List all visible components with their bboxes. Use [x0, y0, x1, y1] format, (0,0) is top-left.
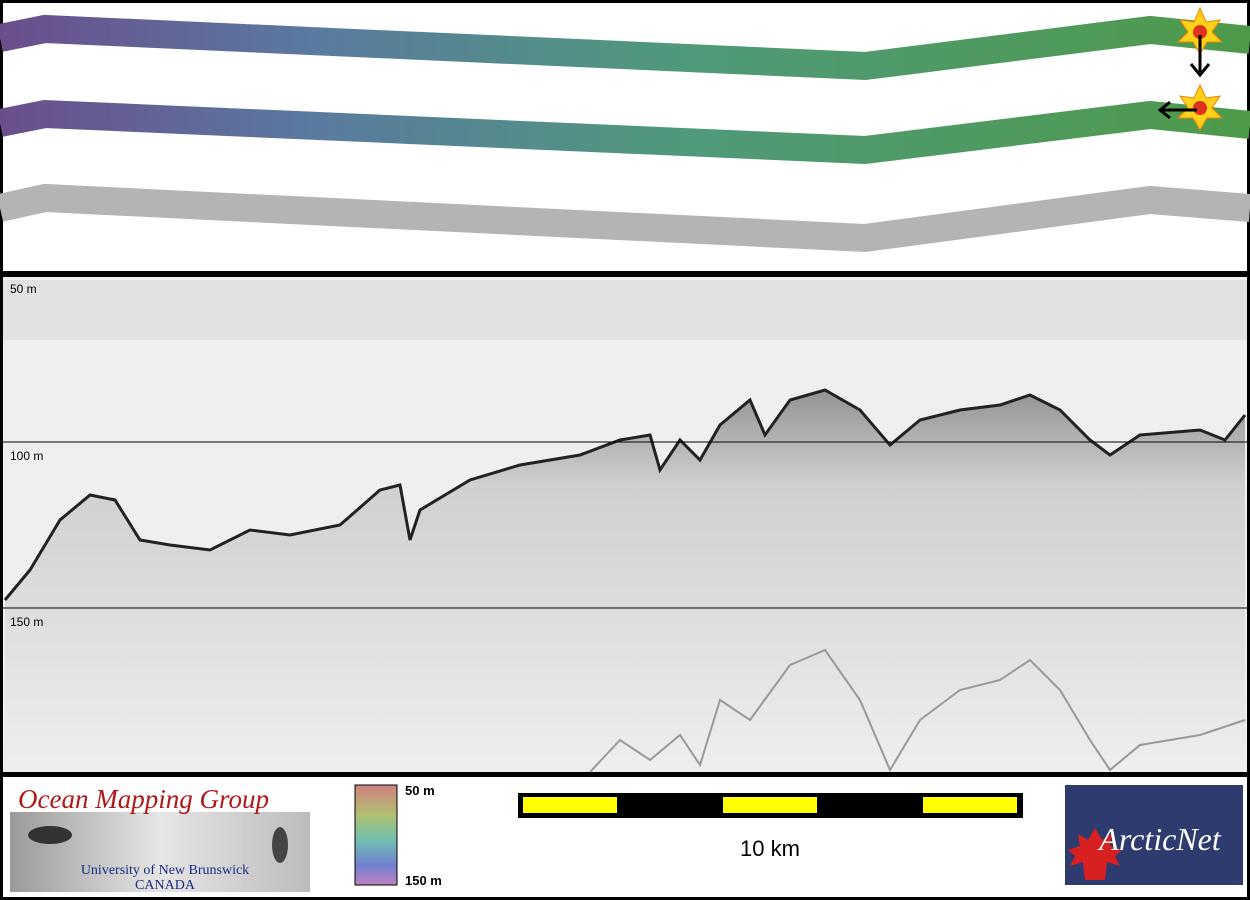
- colorbar-label: 150 m: [405, 873, 442, 888]
- scale-segment: [723, 797, 817, 813]
- depth-label: 50 m: [10, 282, 37, 296]
- echogram-noise: [3, 280, 1247, 340]
- depth-label: 150 m: [10, 615, 43, 629]
- colorbar-label: 50 m: [405, 783, 435, 798]
- scale-label: 10 km: [740, 836, 800, 861]
- logo-background: [10, 812, 310, 892]
- scale-segment: [923, 797, 1017, 813]
- seabed-return: [5, 390, 1245, 772]
- partner-logo: ArcticNet: [1097, 821, 1222, 857]
- direction-markers: [1157, 6, 1224, 131]
- scale-segment: [523, 797, 617, 813]
- seafloor-profile: [3, 388, 1247, 601]
- scale-bar: 10 km: [518, 793, 1023, 861]
- start-dot: [1193, 25, 1207, 39]
- sidescan-strip: [0, 183, 1250, 253]
- depth-label: 100 m: [10, 449, 43, 463]
- multiple-echo: [589, 648, 1246, 773]
- arrow-head: [1157, 100, 1171, 120]
- logo-fish: [28, 826, 72, 844]
- colorbar: [354, 784, 398, 886]
- omg-logo: Ocean Mapping Group University of New Br…: [10, 784, 310, 893]
- arcticnet-logo: ArcticNet: [1065, 785, 1243, 885]
- arrow-head: [1189, 63, 1211, 78]
- logo-subtitle: University of New Brunswick: [81, 863, 249, 878]
- logo-title: Ocean Mapping Group: [18, 784, 269, 814]
- logo-fish: [272, 827, 288, 863]
- end-dot: [1193, 101, 1207, 115]
- logo-country: CANADA: [135, 878, 196, 893]
- maple-leaf: [1068, 828, 1122, 880]
- bathymetry-strip: [0, 14, 1250, 81]
